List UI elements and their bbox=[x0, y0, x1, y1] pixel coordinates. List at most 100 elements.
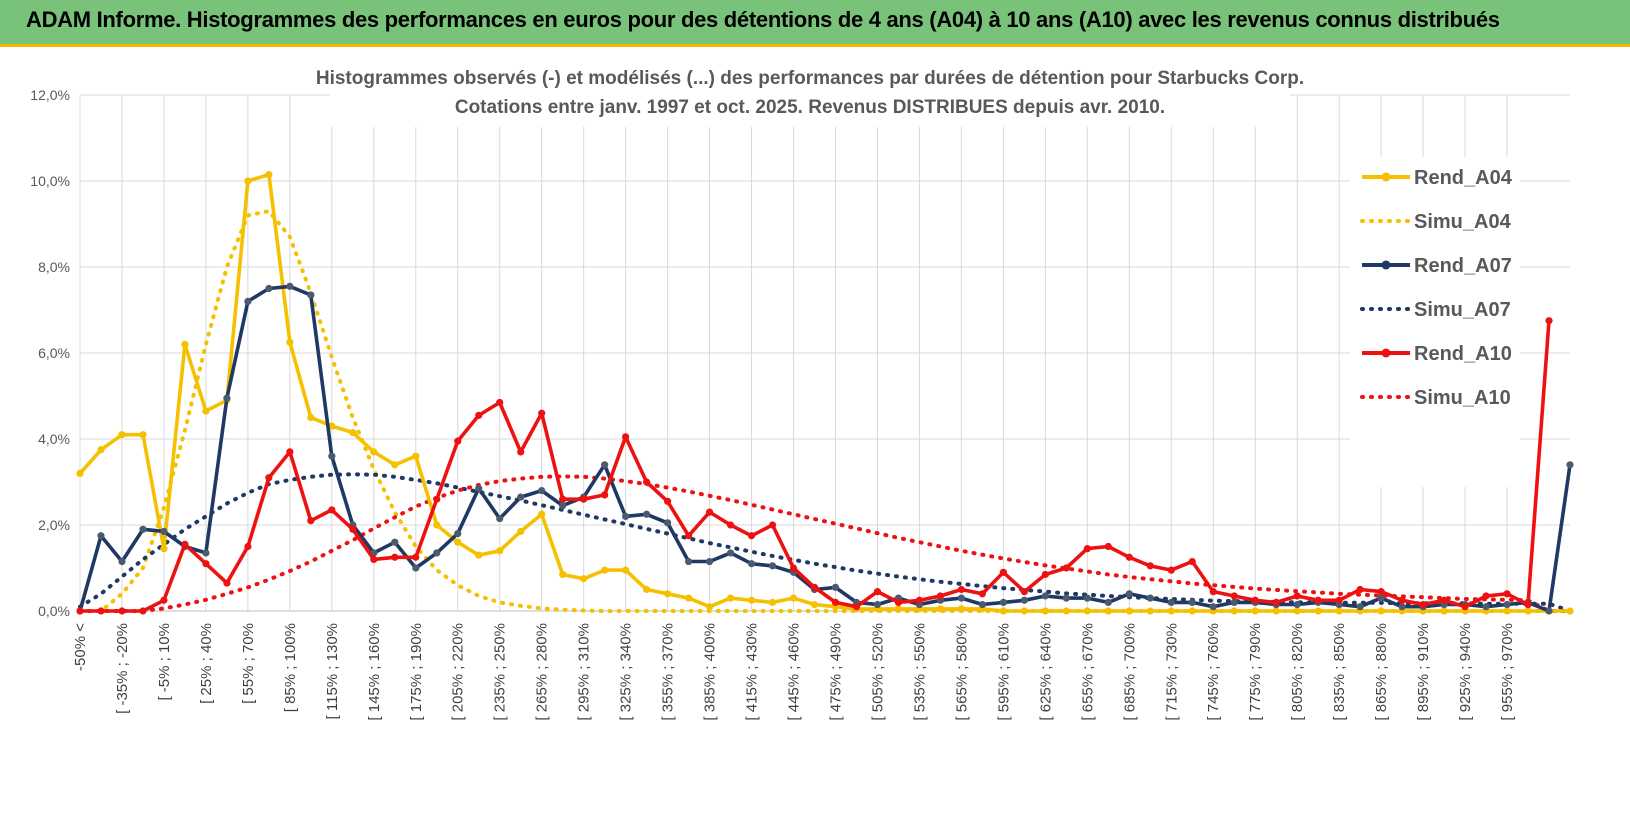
x-tick-label: [ 505% ; 520% bbox=[869, 623, 886, 721]
data-point-Rend_A10 bbox=[1041, 570, 1049, 579]
page-title: ADAM Informe. Histogrammes des performan… bbox=[26, 7, 1500, 32]
x-tick-label: [ 775% ; 790% bbox=[1247, 623, 1264, 721]
x-tick-label: [ 445% ; 460% bbox=[786, 623, 803, 721]
data-point-Rend_A07 bbox=[1377, 594, 1385, 602]
data-point-Rend_A10 bbox=[265, 474, 273, 482]
x-tick-label: [ 205% ; 220% bbox=[450, 623, 467, 721]
data-point-Rend_A04 bbox=[726, 594, 735, 602]
data-point-Rend_A04 bbox=[286, 338, 294, 346]
data-point-Rend_A10 bbox=[1356, 585, 1364, 594]
data-point-Rend_A04 bbox=[936, 605, 945, 613]
data-point-Rend_A10 bbox=[1398, 596, 1406, 604]
data-point-Rend_A04 bbox=[538, 510, 546, 518]
data-point-Rend_A07 bbox=[202, 549, 210, 557]
data-point-Rend_A10 bbox=[601, 491, 609, 499]
data-point-Rend_A10 bbox=[475, 411, 483, 419]
data-point-Rend_A10 bbox=[1440, 596, 1448, 604]
x-tick-label: [ -35% ; -20% bbox=[114, 623, 131, 714]
data-point-Rend_A10 bbox=[1524, 600, 1532, 609]
data-point-Rend_A10 bbox=[559, 495, 567, 503]
data-point-Rend_A07 bbox=[118, 557, 126, 566]
data-point-Rend_A10 bbox=[726, 521, 735, 529]
data-point-Rend_A07 bbox=[1230, 598, 1238, 607]
data-point-Rend_A04 bbox=[370, 448, 378, 456]
data-point-Rend_A10 bbox=[1104, 542, 1112, 551]
data-point-Rend_A04 bbox=[391, 461, 399, 469]
data-point-Rend_A07 bbox=[223, 394, 231, 402]
x-tick-label: [ 385% ; 400% bbox=[702, 623, 719, 721]
data-point-Rend_A10 bbox=[538, 409, 546, 417]
data-point-Rend_A04 bbox=[705, 603, 714, 611]
x-tick-label: [ 595% ; 610% bbox=[995, 623, 1012, 721]
data-point-Rend_A10 bbox=[286, 448, 294, 456]
x-tick-label: [ 115% ; 130% bbox=[324, 623, 341, 719]
data-point-Rend_A07 bbox=[601, 461, 609, 469]
data-point-Rend_A07 bbox=[1503, 600, 1511, 609]
data-point-Rend_A04 bbox=[1083, 607, 1091, 615]
legend-marker-Rend_A07 bbox=[1381, 260, 1391, 270]
data-point-Rend_A04 bbox=[789, 594, 798, 602]
data-point-Rend_A10 bbox=[664, 497, 672, 505]
data-point-Rend_A10 bbox=[1461, 603, 1469, 611]
series-line-Rend_A07 bbox=[78, 284, 1572, 613]
data-point-Rend_A07 bbox=[643, 510, 651, 518]
data-point-Rend_A10 bbox=[1314, 596, 1322, 604]
data-point-Rend_A04 bbox=[349, 428, 357, 437]
y-tick-label: 12,0% bbox=[30, 87, 70, 103]
data-point-Rend_A07 bbox=[1167, 598, 1175, 607]
data-point-Rend_A10 bbox=[1293, 592, 1301, 600]
data-point-Rend_A04 bbox=[328, 422, 336, 430]
data-point-Rend_A07 bbox=[412, 564, 420, 572]
data-point-Rend_A10 bbox=[1146, 562, 1154, 570]
x-tick-label: [ 55% ; 70% bbox=[240, 623, 257, 704]
x-tick-label: [ 865% ; 880% bbox=[1373, 623, 1390, 721]
series-line-Simu_A07 bbox=[78, 472, 1572, 613]
data-point-Rend_A07 bbox=[328, 452, 336, 460]
data-point-Rend_A10 bbox=[1335, 596, 1343, 604]
data-point-Rend_A07 bbox=[1209, 603, 1217, 611]
data-point-Rend_A10 bbox=[810, 583, 819, 591]
data-point-Rend_A04 bbox=[496, 547, 504, 555]
x-tick-label: [ 265% ; 280% bbox=[534, 623, 551, 721]
data-point-Rend_A07 bbox=[684, 557, 693, 566]
x-tick-label: [ 535% ; 550% bbox=[911, 623, 928, 721]
data-point-Rend_A07 bbox=[559, 502, 567, 510]
data-point-Rend_A04 bbox=[601, 566, 609, 574]
data-point-Rend_A07 bbox=[705, 557, 714, 566]
data-point-Rend_A07 bbox=[244, 297, 252, 305]
data-point-Rend_A04 bbox=[957, 605, 966, 613]
data-point-Rend_A10 bbox=[1083, 545, 1091, 553]
data-point-Rend_A04 bbox=[768, 598, 777, 607]
x-tick-label: [ 685% ; 700% bbox=[1121, 623, 1138, 721]
data-point-Rend_A04 bbox=[265, 170, 273, 179]
x-tick-label: [ 475% ; 490% bbox=[827, 623, 844, 721]
data-point-Rend_A10 bbox=[1503, 590, 1511, 598]
data-point-Rend_A10 bbox=[1272, 598, 1280, 607]
data-point-Rend_A10 bbox=[202, 560, 210, 568]
data-point-Rend_A04 bbox=[475, 551, 483, 559]
data-point-Rend_A10 bbox=[1230, 592, 1238, 600]
data-point-Rend_A04 bbox=[1440, 607, 1448, 615]
data-point-Rend_A04 bbox=[139, 431, 147, 439]
chart-title: Histogrammes observés (-) et modélisés (… bbox=[316, 68, 1304, 89]
data-point-Rend_A04 bbox=[160, 545, 168, 553]
data-point-Rend_A04 bbox=[559, 570, 567, 579]
legend-label-Rend_A04: Rend_A04 bbox=[1414, 167, 1513, 189]
data-point-Rend_A04 bbox=[1503, 607, 1511, 615]
data-point-Rend_A04 bbox=[747, 596, 756, 604]
data-point-Rend_A04 bbox=[1167, 607, 1175, 615]
x-tick-label: [ 145% ; 160% bbox=[366, 623, 383, 721]
x-tick-label: [ 625% ; 640% bbox=[1037, 623, 1054, 721]
x-tick-label: [ 745% ; 760% bbox=[1205, 623, 1222, 721]
data-point-Rend_A04 bbox=[181, 340, 189, 348]
y-tick-label: 2,0% bbox=[38, 517, 70, 533]
data-point-Rend_A07 bbox=[1356, 603, 1364, 611]
x-tick-label: [ 955% ; 970% bbox=[1499, 623, 1516, 721]
data-point-Rend_A04 bbox=[412, 452, 420, 460]
data-point-Rend_A10 bbox=[496, 398, 504, 407]
data-point-Rend_A07 bbox=[454, 530, 462, 538]
data-point-Rend_A10 bbox=[747, 532, 756, 540]
legend-label-Simu_A10: Simu_A10 bbox=[1414, 387, 1511, 409]
legend-label-Simu_A07: Simu_A07 bbox=[1414, 299, 1511, 321]
data-point-Rend_A04 bbox=[1104, 607, 1112, 615]
